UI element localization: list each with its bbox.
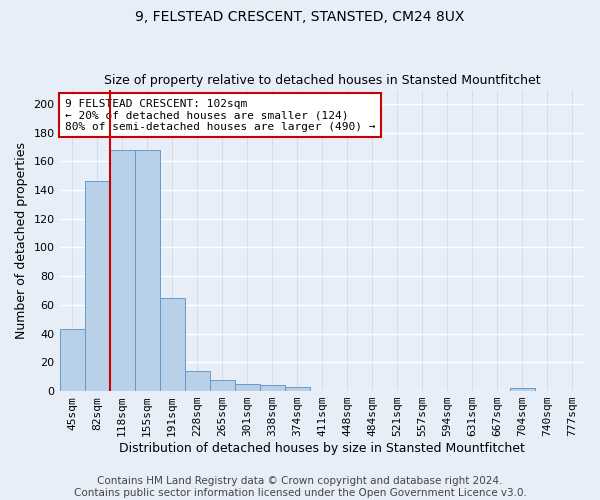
Bar — [209, 380, 235, 391]
Text: Contains HM Land Registry data © Crown copyright and database right 2024.
Contai: Contains HM Land Registry data © Crown c… — [74, 476, 526, 498]
Bar — [160, 298, 185, 391]
Bar — [59, 330, 85, 391]
Bar — [85, 182, 110, 391]
Title: Size of property relative to detached houses in Stansted Mountfitchet: Size of property relative to detached ho… — [104, 74, 541, 87]
Y-axis label: Number of detached properties: Number of detached properties — [15, 142, 28, 339]
Bar — [285, 387, 310, 391]
Bar — [260, 386, 285, 391]
Bar — [510, 388, 535, 391]
Text: 9, FELSTEAD CRESCENT, STANSTED, CM24 8UX: 9, FELSTEAD CRESCENT, STANSTED, CM24 8UX — [136, 10, 464, 24]
X-axis label: Distribution of detached houses by size in Stansted Mountfitchet: Distribution of detached houses by size … — [119, 442, 525, 455]
Text: 9 FELSTEAD CRESCENT: 102sqm
← 20% of detached houses are smaller (124)
80% of se: 9 FELSTEAD CRESCENT: 102sqm ← 20% of det… — [65, 98, 375, 132]
Bar — [185, 371, 209, 391]
Bar — [110, 150, 134, 391]
Bar — [235, 384, 260, 391]
Bar — [134, 150, 160, 391]
